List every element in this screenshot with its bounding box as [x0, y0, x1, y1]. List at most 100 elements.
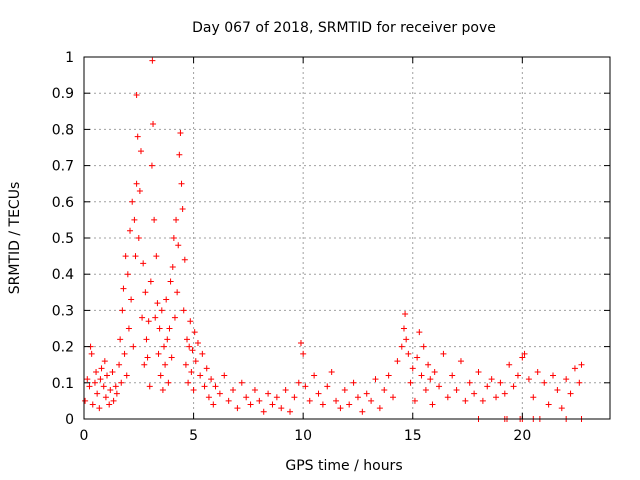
data-point — [140, 260, 147, 267]
data-point — [153, 253, 160, 260]
data-point — [319, 401, 326, 408]
data-point — [221, 372, 228, 379]
data-point — [88, 350, 95, 357]
data-point — [390, 394, 397, 401]
data-point — [86, 383, 93, 390]
data-point — [440, 350, 447, 357]
data-point — [164, 336, 171, 343]
data-point — [302, 383, 309, 390]
data-point — [359, 408, 366, 415]
data-point — [514, 372, 521, 379]
data-point — [466, 379, 473, 386]
data-point — [191, 329, 198, 336]
data-point — [166, 325, 173, 332]
data-point — [133, 180, 140, 187]
data-point — [147, 278, 154, 285]
data-point — [363, 390, 370, 397]
data-point — [506, 361, 513, 368]
data-point — [110, 397, 117, 404]
data-point — [333, 397, 340, 404]
data-point — [189, 347, 196, 354]
data-point — [418, 372, 425, 379]
data-point — [160, 343, 167, 350]
data-point — [381, 387, 388, 394]
data-point — [107, 387, 114, 394]
data-point — [407, 379, 414, 386]
data-point — [462, 397, 469, 404]
data-point — [346, 401, 353, 408]
data-point — [545, 401, 552, 408]
data-point — [394, 358, 401, 365]
data-point — [176, 151, 183, 158]
data-point — [449, 372, 456, 379]
data-point — [234, 405, 241, 412]
data-point — [471, 390, 478, 397]
x-tick-label: 20 — [513, 428, 531, 444]
y-tick-label: 0.6 — [52, 195, 74, 211]
chart-title: Day 067 of 2018, SRMTID for receiver pov… — [192, 20, 496, 36]
data-point — [134, 133, 141, 140]
data-point — [429, 401, 436, 408]
data-point — [230, 387, 237, 394]
data-point — [525, 376, 532, 383]
data-point — [192, 358, 199, 365]
data-point — [146, 383, 153, 390]
data-point — [155, 350, 162, 357]
data-point — [576, 379, 583, 386]
data-point — [132, 253, 139, 260]
data-point — [243, 394, 250, 401]
data-point — [497, 379, 504, 386]
data-point — [133, 92, 140, 99]
data-point — [171, 314, 178, 321]
axis-ticks: 0 5 10 15 20 0 0.1 0.2 0.3 0.4 0.5 0.6 0.7 0.8 0.9 1 — [52, 50, 610, 444]
data-point — [159, 387, 166, 394]
data-point — [554, 387, 561, 394]
data-point — [188, 368, 195, 375]
data-point — [154, 300, 161, 307]
data-point — [106, 401, 113, 408]
data-point — [567, 390, 574, 397]
data-point — [300, 350, 307, 357]
data-point — [251, 387, 258, 394]
data-point — [112, 383, 119, 390]
y-tick-label: 0.7 — [52, 159, 74, 175]
data-point — [273, 394, 280, 401]
data-point — [479, 397, 486, 404]
data-point — [145, 318, 152, 325]
data-point — [212, 383, 219, 390]
data-point — [109, 368, 116, 375]
data-point — [127, 227, 134, 234]
data-point — [94, 390, 101, 397]
data-point — [104, 372, 111, 379]
data-point — [282, 387, 289, 394]
data-point — [125, 325, 132, 332]
data-point — [475, 368, 482, 375]
data-point — [98, 365, 105, 372]
data-point — [124, 271, 131, 278]
data-point — [427, 376, 434, 383]
data-point — [128, 296, 135, 303]
data-point — [256, 397, 263, 404]
y-tick-label: 0.3 — [52, 303, 74, 319]
data-point — [328, 368, 335, 375]
data-point — [174, 289, 181, 296]
data-point — [113, 390, 120, 397]
data-point — [118, 379, 125, 386]
data-point — [151, 216, 158, 223]
data-point — [291, 394, 298, 401]
data-point — [519, 354, 526, 361]
data-point — [265, 390, 272, 397]
data-point — [368, 397, 375, 404]
data-point — [436, 383, 443, 390]
data-point — [534, 368, 541, 375]
x-tick-label: 15 — [404, 428, 422, 444]
data-point — [402, 311, 409, 318]
data-point — [372, 376, 379, 383]
data-point — [194, 339, 201, 346]
data-point — [306, 397, 313, 404]
y-tick-label: 0.1 — [52, 376, 74, 392]
data-point — [167, 278, 174, 285]
data-point — [405, 350, 412, 357]
data-point — [89, 401, 96, 408]
